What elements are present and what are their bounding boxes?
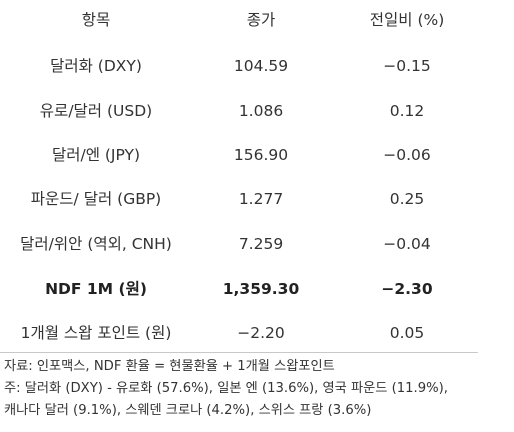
table-row: 유로/달러 (USD) 1.086 0.12 — [0, 96, 514, 126]
weight-note-line2: 캐나다 달러 (9.1%), 스웨덴 크로나 (4.2%), 스위스 프랑 (3… — [4, 403, 372, 418]
row-change: −0.04 — [383, 235, 431, 253]
row-change: −0.06 — [383, 146, 431, 164]
header-item: 항목 — [81, 11, 111, 29]
row-item: 1개월 스왑 포인트 (원) — [20, 324, 172, 342]
row-change: 0.05 — [389, 324, 425, 342]
row-item: 파운드/ 달러 (GBP) — [30, 190, 162, 208]
table-row: 파운드/ 달러 (GBP) 1.277 0.25 — [0, 184, 514, 214]
row-item: 유로/달러 (USD) — [39, 102, 153, 120]
row-close: 1,359.30 — [222, 280, 300, 298]
row-close: −2.20 — [237, 324, 285, 342]
row-item: 달러/엔 (JPY) — [51, 146, 141, 164]
row-close: 1.086 — [238, 102, 284, 120]
weight-note-line1: 주: 달러화 (DXY) - 유로화 (57.6%), 일본 엔 (13.6%)… — [4, 381, 448, 396]
table-header-row: 항목 종가 전일비 (%) — [0, 5, 514, 35]
header-close: 종가 — [246, 11, 276, 29]
source-note: 자료: 인포맥스, NDF 환율 = 현물환율 + 1개월 스왑포인트 — [4, 359, 335, 374]
header-change: 전일비 (%) — [369, 11, 445, 29]
table-row-highlight: NDF 1M (원) 1,359.30 −2.30 — [0, 274, 514, 304]
row-change: 0.12 — [389, 102, 425, 120]
row-item: 달러/위안 (역외, CNH) — [20, 235, 172, 253]
divider-line — [0, 352, 478, 353]
row-item: NDF 1M (원) — [45, 280, 147, 298]
row-change: −0.15 — [383, 57, 431, 75]
footnotes: 자료: 인포맥스, NDF 환율 = 현물환율 + 1개월 스왑포인트 주: 달… — [4, 356, 512, 422]
row-close: 1.277 — [238, 190, 284, 208]
row-close: 156.90 — [233, 146, 289, 164]
row-close: 7.259 — [238, 235, 284, 253]
row-close: 104.59 — [233, 57, 289, 75]
table-row: 달러/엔 (JPY) 156.90 −0.06 — [0, 140, 514, 170]
row-change: 0.25 — [389, 190, 425, 208]
table-row: 달러화 (DXY) 104.59 −0.15 — [0, 51, 514, 81]
row-item: 달러화 (DXY) — [50, 57, 142, 75]
table-row: 1개월 스왑 포인트 (원) −2.20 0.05 — [0, 318, 514, 348]
table-row: 달러/위안 (역외, CNH) 7.259 −0.04 — [0, 229, 514, 259]
row-change: −2.30 — [381, 280, 433, 298]
